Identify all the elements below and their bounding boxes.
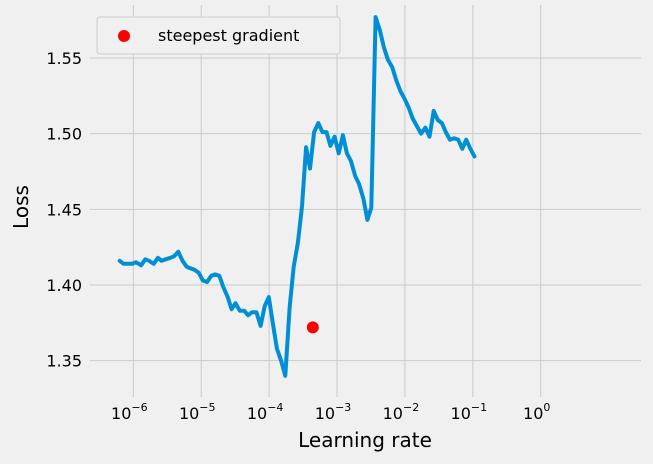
legend-box (96, 16, 341, 55)
x-tick-label: 10−5 (179, 401, 216, 423)
x-tick-label: 10−4 (247, 401, 284, 423)
y-tick-label: 1.35 (46, 352, 82, 371)
y-tick-label: 1.40 (46, 276, 82, 295)
x-axis-label: Learning rate (298, 428, 432, 452)
y-tick-label: 1.45 (46, 200, 82, 219)
legend: steepest gradient (96, 16, 341, 55)
y-axis-label: Loss (9, 185, 33, 229)
loss-line (117, 15, 477, 378)
y-axis-ticks: 1.35 1.40 1.45 1.50 1.55 (46, 49, 82, 371)
grid (90, 5, 641, 397)
x-tick-label: 10−6 (111, 401, 148, 423)
x-axis-ticks: 10−6 10−5 10−4 10−3 10−2 10−1 100 (111, 401, 550, 423)
legend-label: steepest gradient (158, 26, 299, 45)
x-tick-label: 10−3 (315, 401, 352, 423)
x-tick-label: 100 (523, 401, 550, 423)
x-tick-label: 10−2 (383, 401, 420, 423)
legend-marker (118, 30, 130, 42)
steepest-gradient-point (306, 321, 319, 334)
y-tick-label: 1.50 (46, 125, 82, 144)
y-tick-label: 1.55 (46, 49, 82, 68)
series-group (117, 15, 477, 378)
x-tick-label: 10−1 (451, 401, 488, 423)
